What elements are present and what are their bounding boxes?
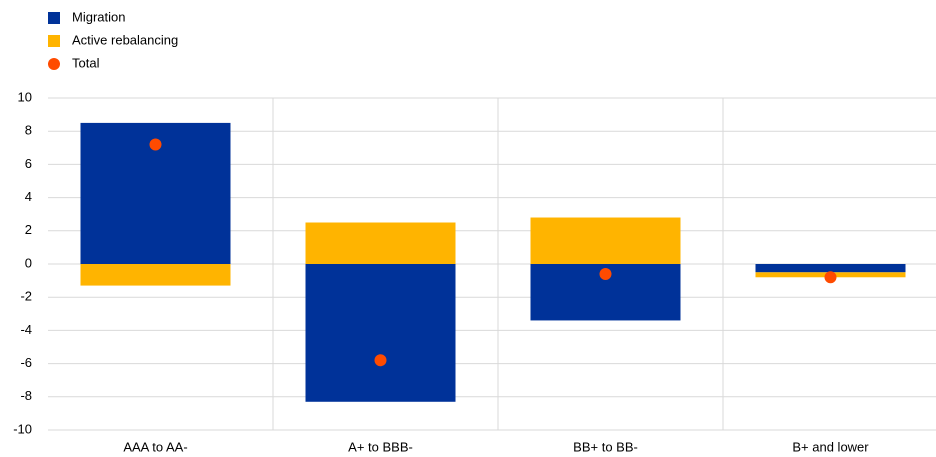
legend-swatch [48, 58, 60, 70]
legend-swatch [48, 12, 60, 24]
x-tick-label: BB+ to BB- [573, 439, 638, 454]
x-tick-label: AAA to AA- [123, 439, 187, 454]
y-tick-label: -8 [20, 388, 32, 403]
x-tick-label: B+ and lower [792, 439, 869, 454]
legend-label: Active rebalancing [72, 32, 178, 47]
bar-segment [305, 264, 456, 402]
y-tick-label: -4 [20, 322, 32, 337]
y-tick-label: -6 [20, 355, 32, 370]
bar-segment [530, 217, 681, 264]
y-tick-label: 10 [18, 89, 32, 104]
y-tick-label: 2 [25, 222, 32, 237]
total-dot [599, 267, 612, 280]
bar-segment [80, 264, 231, 286]
legend-label: Total [72, 55, 100, 70]
y-tick-label: -10 [13, 421, 32, 436]
x-tick-label: A+ to BBB- [348, 439, 413, 454]
legend-swatch [48, 35, 60, 47]
total-dot [824, 271, 837, 284]
total-dot [149, 138, 162, 151]
y-tick-label: 6 [25, 156, 32, 171]
bar-segment [755, 264, 906, 273]
y-tick-label: 4 [25, 189, 32, 204]
y-tick-label: 8 [25, 123, 32, 138]
legend-label: Migration [72, 9, 125, 24]
total-dot [374, 354, 387, 367]
bar-segment [305, 222, 456, 264]
y-tick-label: -2 [20, 289, 32, 304]
y-tick-label: 0 [25, 255, 32, 270]
